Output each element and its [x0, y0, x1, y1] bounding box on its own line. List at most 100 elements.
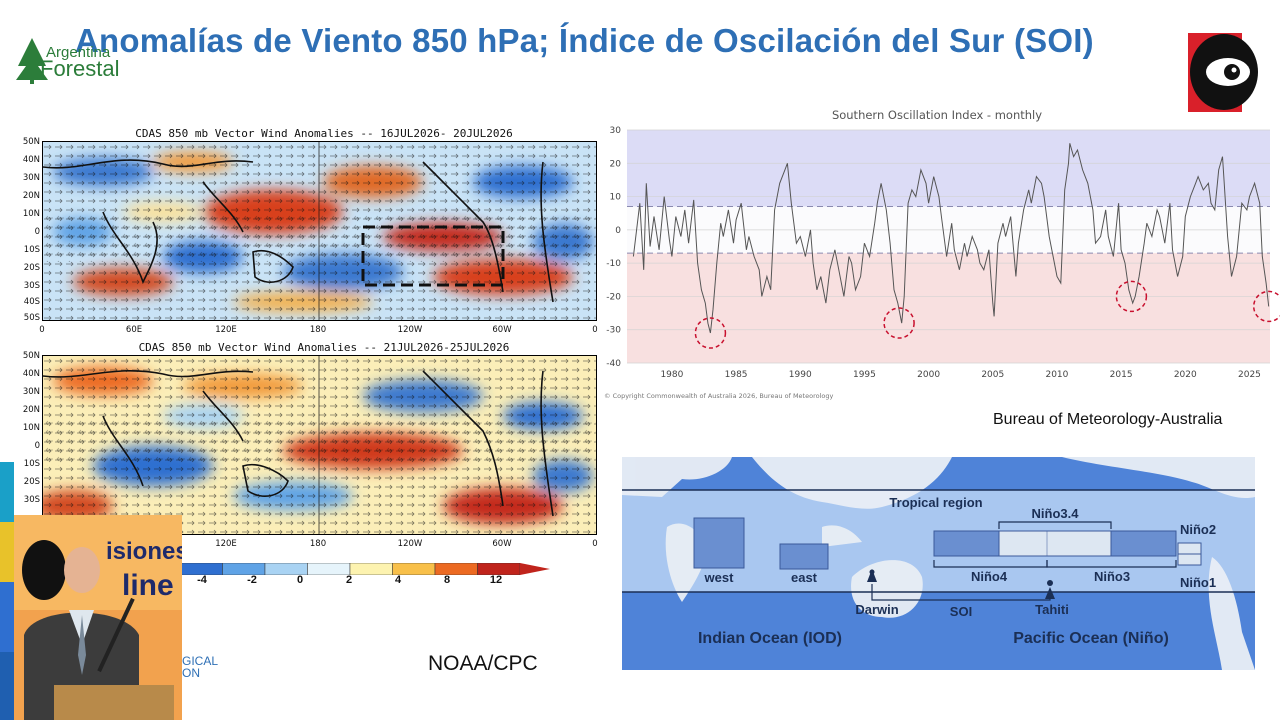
- soi-x-tick-label: 2000: [917, 370, 940, 380]
- soi-highlight-circle: [694, 317, 727, 349]
- soi-x-ticks: 1980 1985 1990 1995 2000 2005 2010 2015 2020 2025: [660, 370, 1260, 380]
- coastlines: [43, 159, 554, 303]
- soi-positive-band: [627, 130, 1270, 207]
- soi-y-tick-label: -20: [606, 292, 621, 302]
- side-color-stripe: [0, 462, 14, 720]
- lon-label: 120W: [397, 539, 423, 549]
- lat-label: 30N: [22, 387, 40, 397]
- speaker-head: [64, 547, 100, 593]
- tropical-region-label: Tropical region: [889, 495, 982, 510]
- speaker-video[interactable]: isiones line: [14, 515, 182, 720]
- soi-highlight-circles: [694, 280, 1280, 349]
- partial-text-line: ON: [182, 666, 200, 680]
- lon-label: 60W: [492, 539, 512, 549]
- lat-label: 10N: [22, 209, 40, 219]
- soi-y-tick-label: 0: [615, 226, 621, 236]
- colorbar-label: 2: [345, 574, 353, 586]
- soi-highlight-circle: [1252, 290, 1280, 323]
- soi-x-tick-label: 1985: [725, 370, 748, 380]
- lon-label: 180: [309, 539, 327, 549]
- iod-west-label: west: [704, 570, 735, 585]
- nino34-label: Niño3.4: [1032, 506, 1080, 521]
- wind-panel-1-title: CDAS 850 mb Vector Wind Anomalies -- 16J…: [135, 127, 513, 140]
- lat-label: 0: [34, 441, 40, 451]
- lat-label: 10N: [22, 423, 40, 433]
- colorbar-label: -2: [247, 574, 257, 586]
- lat-label: 20S: [23, 263, 40, 273]
- soi-y-tick-label: -40: [606, 359, 621, 369]
- soi-x-tick-label: 1980: [660, 370, 683, 380]
- lat-label: 40N: [22, 369, 40, 379]
- soi-y-tick-label: 10: [610, 193, 622, 203]
- nino4-label: Niño4: [971, 569, 1008, 584]
- colorbar-arrow: [520, 563, 550, 575]
- lat-label: 50S: [23, 313, 40, 323]
- soi-y-tick-label: 30: [610, 126, 622, 136]
- wind-anomaly-panel-1: CDAS 850 mb Vector Wind Anomalies -- 16J…: [14, 127, 604, 337]
- lon-label: 60W: [492, 325, 512, 335]
- nino1-label: Niño1: [1180, 575, 1216, 590]
- lat-label: 20S: [23, 477, 40, 487]
- colorbar-label: 8: [443, 574, 451, 586]
- soi-x-tick-label: 1995: [853, 370, 876, 380]
- colorbar-swatch: [434, 563, 478, 575]
- lat-label: 10S: [23, 245, 40, 255]
- colorbar-label: 4: [394, 574, 402, 586]
- lat-label: 30S: [23, 495, 40, 505]
- soi-y-tick-label: -30: [606, 326, 621, 336]
- nino34-box: [998, 530, 1112, 557]
- colorbar-label: 12: [489, 574, 503, 586]
- lat-label: 40S: [23, 297, 40, 307]
- colorbar-swatches: [180, 563, 550, 575]
- colorbar-label: -4: [197, 574, 207, 586]
- lat-label: 40N: [22, 155, 40, 165]
- lon-label: 0: [592, 539, 598, 549]
- soi-x-tick-label: 2005: [981, 370, 1004, 380]
- enso-regions-map: Tropical region west east Niño3.4 Niño4 …: [622, 457, 1255, 670]
- banner-text: line: [122, 569, 174, 602]
- soi-label: SOI: [950, 604, 972, 619]
- lat-label: 30S: [23, 281, 40, 291]
- soi-y-ticks: 30 20 10 0 -10 -20 -30 -40: [606, 126, 621, 369]
- soi-x-tick-label: 1990: [789, 370, 812, 380]
- lat-label: 0: [34, 227, 40, 237]
- argentina-forestal-logo: Argentina Forestal: [12, 36, 137, 84]
- soi-x-tick-label: 2025: [1238, 370, 1261, 380]
- soi-copyright: © Copyright Commonwealth of Australia 20…: [604, 392, 833, 400]
- brand-top-text: Argentina: [46, 44, 111, 61]
- lon-label: 120E: [215, 539, 237, 549]
- indian-ocean-label: Indian Ocean (IOD): [698, 630, 842, 647]
- colorbar-label: 0: [296, 574, 304, 586]
- lon-label: 60E: [125, 325, 143, 335]
- darwin-marker-icon: [867, 569, 877, 582]
- soi-x-tick-label: 2015: [1110, 370, 1133, 380]
- tahiti-marker-icon: [1047, 580, 1053, 586]
- slide-title: Anomalías de Viento 850 hPa; Índice de O…: [75, 22, 1094, 59]
- soi-highlight-circle: [883, 307, 915, 339]
- lat-label: 10S: [23, 459, 40, 469]
- nino3-east-box: [1110, 530, 1177, 557]
- iod-east-box: [779, 543, 829, 570]
- lat-label: 20N: [22, 405, 40, 415]
- lon-label: 180: [309, 325, 327, 335]
- tahiti-label: Tahiti: [1035, 602, 1069, 617]
- soi-gridlines: [627, 129, 1270, 364]
- nino3-label: Niño3: [1094, 569, 1130, 584]
- lon-label: 120W: [397, 325, 423, 335]
- wind-panel-2-title: CDAS 850 mb Vector Wind Anomalies -- 21J…: [138, 341, 510, 354]
- nino2-label: Niño2: [1180, 522, 1216, 537]
- partial-text-line: GICAL: [182, 654, 219, 668]
- soi-y-tick-label: -10: [606, 259, 621, 269]
- soi-y-tick-label: 20: [610, 159, 622, 169]
- wind-colorbar: -4 -2 0 2 4 8 12: [180, 563, 560, 593]
- wind-field-map-1: [42, 141, 597, 321]
- darwin-label: Darwin: [855, 602, 898, 617]
- pacific-ocean-label: Pacific Ocean (Niño): [1013, 630, 1169, 647]
- lon-label: 0: [39, 325, 45, 335]
- noaa-credit: NOAA/CPC: [428, 652, 538, 675]
- lat-label: 20N: [22, 191, 40, 201]
- nino4-west-box: [933, 530, 1000, 557]
- wind-field-map-2: [42, 355, 597, 535]
- lat-label: 50N: [22, 137, 40, 147]
- soi-series-line: [632, 143, 1270, 334]
